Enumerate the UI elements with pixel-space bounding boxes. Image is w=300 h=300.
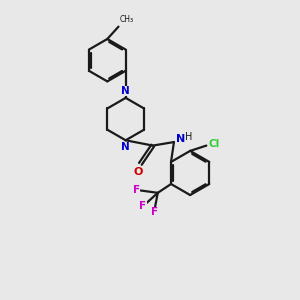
Text: F: F <box>133 185 140 196</box>
Text: H: H <box>185 132 192 142</box>
Text: CH₃: CH₃ <box>120 15 134 24</box>
Text: O: O <box>133 167 143 177</box>
Text: N: N <box>121 142 130 152</box>
Text: F: F <box>151 207 158 217</box>
Text: N: N <box>176 134 185 144</box>
Text: F: F <box>140 201 147 212</box>
Text: N: N <box>121 85 130 95</box>
Text: Cl: Cl <box>208 139 219 149</box>
